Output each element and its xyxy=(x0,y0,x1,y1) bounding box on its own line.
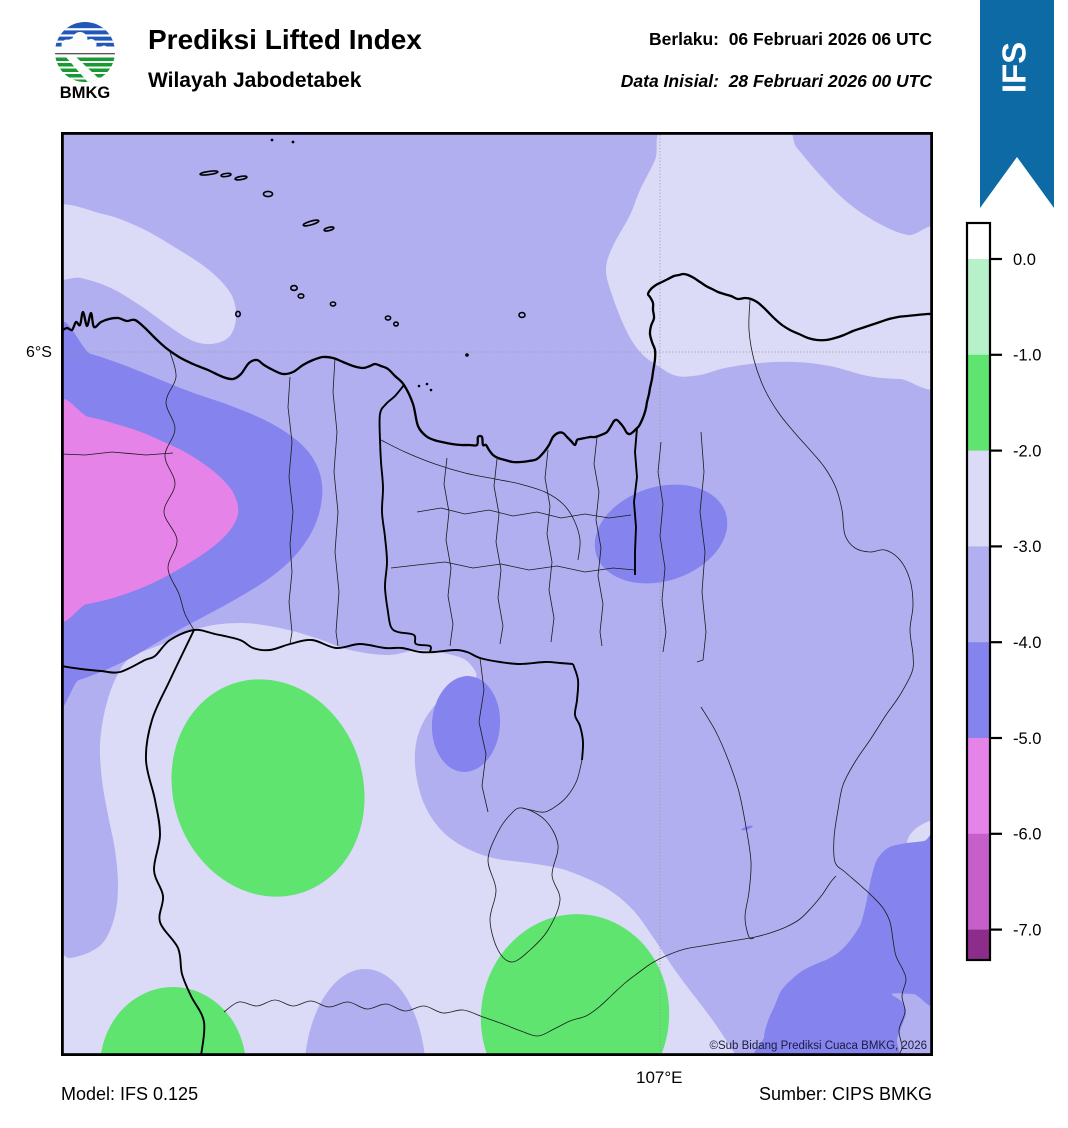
svg-text:-4.0: -4.0 xyxy=(1013,634,1041,652)
svg-text:-7.0: -7.0 xyxy=(1013,921,1041,939)
svg-text:-1.0: -1.0 xyxy=(1013,347,1041,365)
svg-text:0.0: 0.0 xyxy=(1013,251,1036,269)
svg-text:BMKG: BMKG xyxy=(60,84,110,102)
svg-text:IFS: IFS xyxy=(996,42,1033,93)
svg-text:-5.0: -5.0 xyxy=(1013,730,1041,748)
svg-text:-3.0: -3.0 xyxy=(1013,538,1041,556)
svg-text:-2.0: -2.0 xyxy=(1013,442,1041,460)
svg-text:©Sub Bidang Prediksi Cuaca BMK: ©Sub Bidang Prediksi Cuaca BMKG, 2026 xyxy=(709,1040,927,1052)
svg-text:-6.0: -6.0 xyxy=(1013,826,1041,844)
